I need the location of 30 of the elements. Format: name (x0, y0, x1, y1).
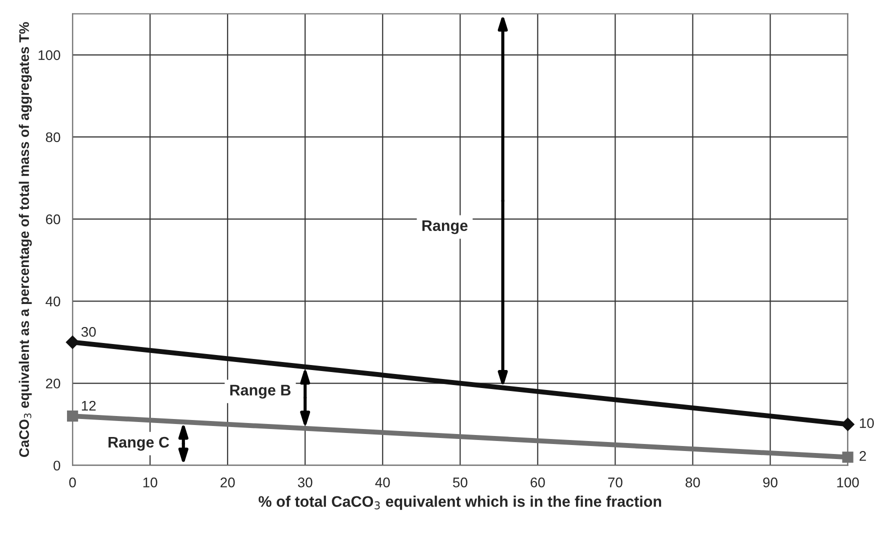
y-tick-label: 40 (46, 296, 60, 306)
x-tick-label: 20 (220, 478, 235, 488)
x-tick-label: 40 (375, 478, 390, 488)
x-tick-label: 30 (298, 478, 312, 488)
y-tick-label: 60 (46, 214, 60, 224)
x-tick-label: 0 (69, 478, 76, 488)
x-tick-label: 10 (143, 478, 158, 488)
x-tick-label: 70 (608, 478, 622, 488)
annotation: Range (422, 220, 468, 234)
y-axis-title: CaCO$_{3}$ equivalent as a percentage of total mass of aggregates T% (18, 22, 32, 458)
annotation: Range B (230, 384, 291, 399)
x-axis-title: % of total CaCO$_{3}$ equivalent which is in the fine fraction (258, 496, 662, 510)
x-tick-label: 100 (837, 478, 859, 488)
data-label: 10 (860, 418, 874, 428)
y-tick-label: 20 (46, 378, 60, 388)
x-tick-label: 60 (530, 478, 545, 488)
data-label: 2 (860, 451, 866, 461)
annotation: Range C (108, 436, 170, 451)
y-tick-label: 80 (46, 132, 60, 142)
y-tick-label: 0 (54, 460, 60, 471)
x-tick-label: 90 (763, 478, 778, 488)
point (66, 336, 80, 349)
x-tick-label: 50 (452, 478, 468, 488)
data-label: 12 (82, 400, 96, 411)
y-tick-label: 100 (38, 50, 60, 60)
data-label: 30 (81, 326, 96, 337)
point (842, 452, 854, 463)
point (66, 410, 78, 422)
point (841, 418, 854, 431)
x-tick-label: 80 (686, 478, 700, 488)
